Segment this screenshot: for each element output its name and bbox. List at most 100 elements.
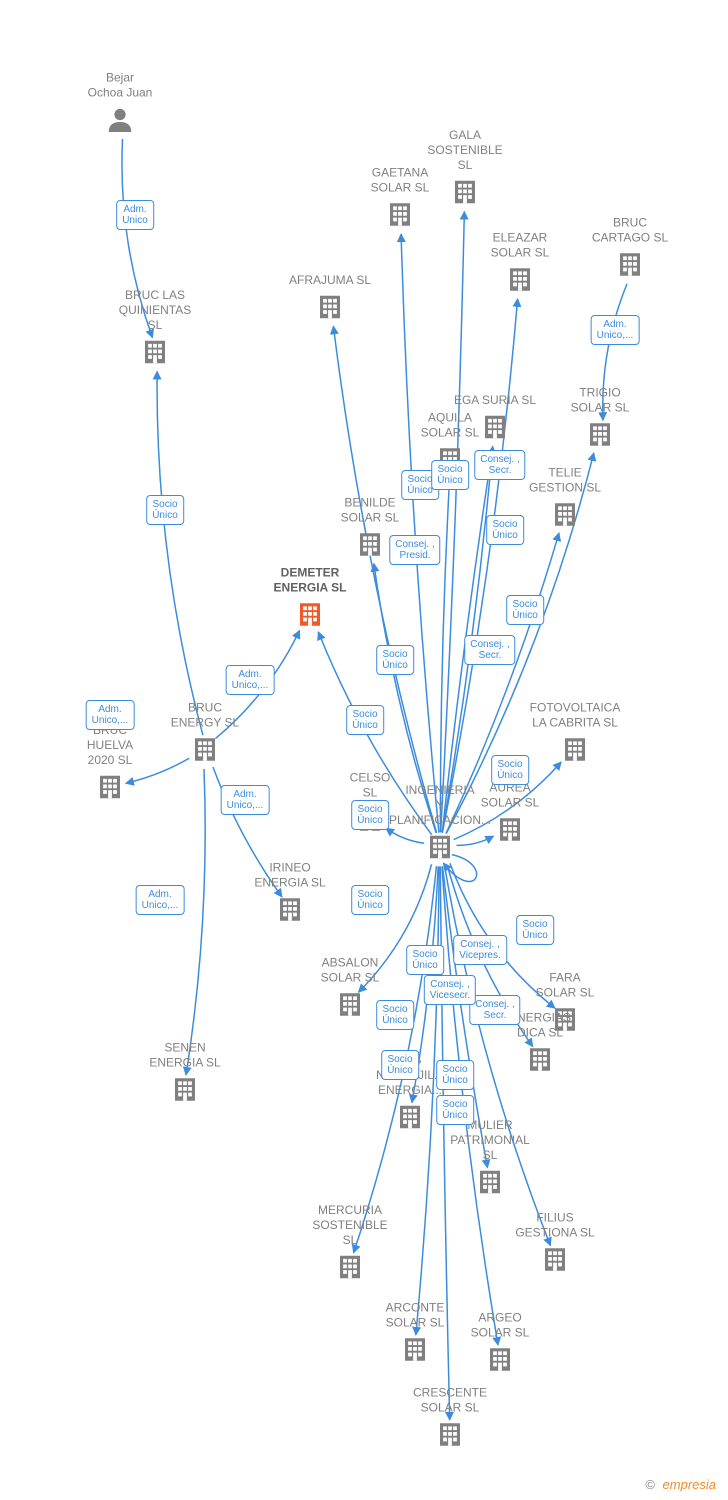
node-trigio[interactable]: TRIGIO SOLAR SL bbox=[545, 386, 655, 455]
edge-label[interactable]: Adm. Unico,... bbox=[591, 315, 640, 345]
node-afrajuma[interactable]: AFRAJUMA SL bbox=[275, 273, 385, 327]
node-mulier[interactable]: MULIER PATRIMONIAL SL bbox=[435, 1118, 545, 1202]
edge-label[interactable]: Socio Único bbox=[346, 705, 384, 735]
node-label: MERCURIA SOSTENIBLE SL bbox=[295, 1203, 405, 1248]
node-label: TELIE GESTION SL bbox=[510, 466, 620, 496]
edge-label[interactable]: Adm. Unico,... bbox=[86, 700, 135, 730]
company-icon bbox=[400, 1335, 430, 1370]
node-label: GALA SOSTENIBLE SL bbox=[410, 128, 520, 173]
node-telie[interactable]: TELIE GESTION SL bbox=[510, 466, 620, 535]
edge-label[interactable]: Socio Único bbox=[436, 1060, 474, 1090]
node-label: AFRAJUMA SL bbox=[275, 273, 385, 288]
company-icon bbox=[540, 1245, 570, 1280]
node-label: ELEAZAR SOLAR SL bbox=[465, 231, 575, 261]
company-icon bbox=[335, 1252, 365, 1287]
edge-label[interactable]: Socio Único bbox=[406, 945, 444, 975]
edge-label[interactable]: Socio Único bbox=[431, 460, 469, 490]
edge-label[interactable]: Socio Único bbox=[491, 755, 529, 785]
node-label: AUREA SOLAR SL bbox=[455, 781, 565, 811]
edge-label[interactable]: Consej. , Secr. bbox=[469, 995, 520, 1025]
node-label: FOTOVOLTAICA LA CABRITA SL bbox=[520, 701, 630, 731]
edge-path bbox=[186, 769, 205, 1075]
node-bruc_hu[interactable]: BRUC HUELVA 2020 SL bbox=[55, 723, 165, 807]
company-icon bbox=[585, 420, 615, 455]
brand-name: empresia bbox=[663, 1477, 716, 1492]
edge-label[interactable]: Consej. , Vicepres. bbox=[453, 935, 507, 965]
edge-label[interactable]: Socio Único bbox=[516, 915, 554, 945]
company-icon bbox=[355, 530, 385, 565]
node-demeter[interactable]: DEMETER ENERGIA SL bbox=[255, 566, 365, 635]
edge-label[interactable]: Adm. Unico,... bbox=[226, 665, 275, 695]
node-label: DEMETER ENERGIA SL bbox=[255, 566, 365, 596]
edge-label[interactable]: Consej. , Vicesecr. bbox=[424, 975, 476, 1005]
node-bruc_q[interactable]: BRUC LAS QUINIENTAS SL bbox=[100, 288, 210, 372]
edge-path bbox=[440, 479, 449, 833]
edge-label[interactable]: Socio Único bbox=[376, 1000, 414, 1030]
company-icon bbox=[550, 500, 580, 535]
company-icon bbox=[335, 990, 365, 1025]
node-label: FARA SOLAR SL bbox=[510, 971, 620, 1001]
node-argeo[interactable]: ARGEO SOLAR SL bbox=[445, 1311, 555, 1380]
node-gala[interactable]: GALA SOSTENIBLE SL bbox=[410, 128, 520, 212]
node-label: BRUC ENERGY SL bbox=[150, 701, 260, 731]
node-label: AQUILA SOLAR SL bbox=[395, 411, 505, 441]
edge-label[interactable]: Adm. Unico,... bbox=[136, 885, 185, 915]
edge-label[interactable]: Adm. Unico,... bbox=[221, 785, 270, 815]
node-label: EGA SURIA SL bbox=[440, 393, 550, 408]
company-icon bbox=[615, 250, 645, 285]
edge-path bbox=[441, 211, 465, 832]
node-label: SENEN ENERGIA SL bbox=[130, 1041, 240, 1071]
company-icon bbox=[140, 337, 170, 372]
edge-label[interactable]: Socio Único bbox=[351, 800, 389, 830]
edge-label[interactable]: Consej. , Secr. bbox=[474, 450, 525, 480]
node-crescente[interactable]: CRESCENTE SOLAR SL bbox=[395, 1386, 505, 1455]
company-icon bbox=[485, 1345, 515, 1380]
node-label: ARGEO SOLAR SL bbox=[445, 1311, 555, 1341]
company-icon bbox=[435, 1420, 465, 1455]
node-bruc_ca[interactable]: BRUC CARTAGO SL bbox=[575, 216, 685, 285]
edge-label[interactable]: Socio Único bbox=[351, 885, 389, 915]
edge-label[interactable]: Consej. , Presid. bbox=[389, 535, 440, 565]
copyright-symbol: © bbox=[645, 1477, 655, 1492]
node-bejar[interactable]: Bejar Ochoa Juan bbox=[65, 71, 175, 140]
node-filius[interactable]: FILIUS GESTIONA SL bbox=[500, 1211, 610, 1280]
person-icon bbox=[105, 105, 135, 140]
edge-path bbox=[157, 371, 203, 735]
edge-label[interactable]: Socio Único bbox=[146, 495, 184, 525]
node-aurea[interactable]: AUREA SOLAR SL bbox=[455, 781, 565, 850]
node-senen[interactable]: SENEN ENERGIA SL bbox=[130, 1041, 240, 1110]
node-label: BRUC CARTAGO SL bbox=[575, 216, 685, 246]
company-icon bbox=[190, 735, 220, 770]
company-icon bbox=[295, 600, 325, 635]
company-icon bbox=[560, 735, 590, 770]
node-bruc_en[interactable]: BRUC ENERGY SL bbox=[150, 701, 260, 770]
company-icon bbox=[425, 832, 455, 867]
node-label: TRIGIO SOLAR SL bbox=[545, 386, 655, 416]
company-icon bbox=[395, 1102, 425, 1137]
edge-label[interactable]: Socio Único bbox=[376, 645, 414, 675]
company-icon bbox=[505, 265, 535, 300]
node-irineo[interactable]: IRINEO ENERGIA SL bbox=[235, 861, 345, 930]
node-label: BENILDE SOLAR SL bbox=[315, 496, 425, 526]
node-label: ABSALON SOLAR SL bbox=[295, 956, 405, 986]
node-label: IRINEO ENERGIA SL bbox=[235, 861, 345, 891]
edge-label[interactable]: Socio Único bbox=[506, 595, 544, 625]
company-icon bbox=[275, 895, 305, 930]
company-icon bbox=[95, 772, 125, 807]
node-mercuria[interactable]: MERCURIA SOSTENIBLE SL bbox=[295, 1203, 405, 1287]
node-eleazar[interactable]: ELEAZAR SOLAR SL bbox=[465, 231, 575, 300]
company-icon bbox=[450, 177, 480, 212]
edge-label[interactable]: Socio Único bbox=[381, 1050, 419, 1080]
edge-label[interactable]: Consej. , Secr. bbox=[464, 635, 515, 665]
node-label: BRUC LAS QUINIENTAS SL bbox=[100, 288, 210, 333]
edge-label[interactable]: Socio Único bbox=[486, 515, 524, 545]
network-canvas: Bejar Ochoa Juan BRUC LAS QUINIENTAS SL … bbox=[0, 0, 728, 1500]
node-foto[interactable]: FOTOVOLTAICA LA CABRITA SL bbox=[520, 701, 630, 770]
edge-label[interactable]: Adm. Unico bbox=[116, 200, 154, 230]
company-icon bbox=[170, 1075, 200, 1110]
company-icon bbox=[495, 815, 525, 850]
company-icon bbox=[315, 292, 345, 327]
edge-path bbox=[442, 299, 517, 833]
edge-label[interactable]: Socio Único bbox=[436, 1095, 474, 1125]
node-label: Bejar Ochoa Juan bbox=[65, 71, 175, 101]
